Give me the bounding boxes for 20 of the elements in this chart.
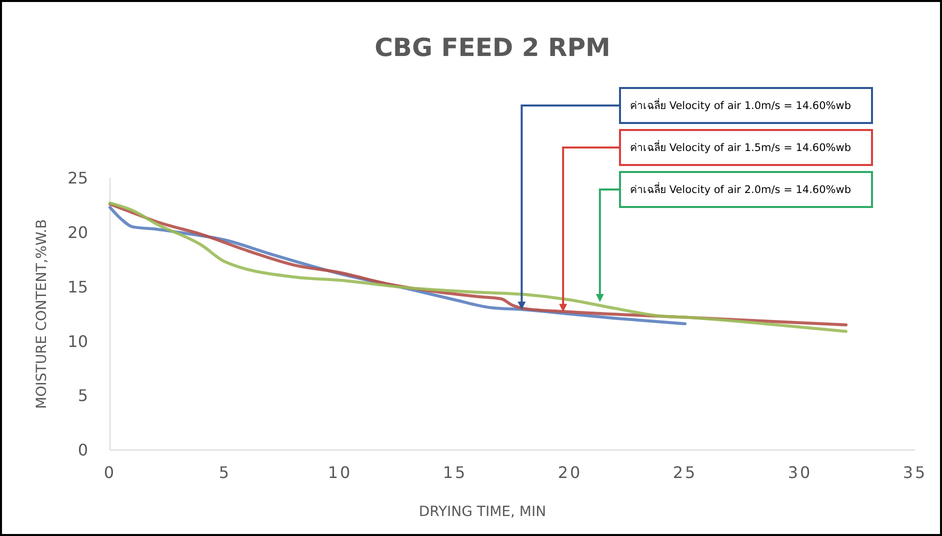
x-tick-label: 35: [902, 463, 928, 482]
x-tick-label: 10: [328, 463, 352, 482]
x-axis-title: DRYING TIME, MIN: [418, 504, 546, 520]
y-tick-label: 25: [68, 168, 88, 188]
x-tick-label: 25: [672, 463, 698, 482]
annotation: ค่าเฉลี่ย Velocity of air 1.5m/s = 14.60%wb: [630, 140, 852, 154]
x-tick-label: 15: [442, 463, 468, 482]
x-tick-label: 0: [104, 463, 116, 482]
y-tick-label: 20: [68, 223, 88, 242]
x-tick-label: 30: [788, 463, 812, 482]
x-tick-label: 5: [218, 463, 232, 482]
chart-title: CBG FEED 2 RPM: [374, 33, 610, 62]
y-axis-title: MOISTURE CONTENT,%W.B: [34, 219, 50, 409]
annotation: ค่าเฉลี่ย Velocity of air 1.0m/s = 14.60%wb: [630, 98, 852, 112]
y-tick-label: 15: [68, 277, 88, 296]
y-tick-label: 5: [78, 386, 88, 406]
y-tick-label: 0: [78, 440, 88, 460]
x-tick-label: 20: [558, 463, 582, 482]
y-tick-label: 10: [68, 332, 88, 351]
annotation: ค่าเฉลี่ย Velocity of air 2.0m/s = 14.60%wb: [630, 182, 852, 196]
